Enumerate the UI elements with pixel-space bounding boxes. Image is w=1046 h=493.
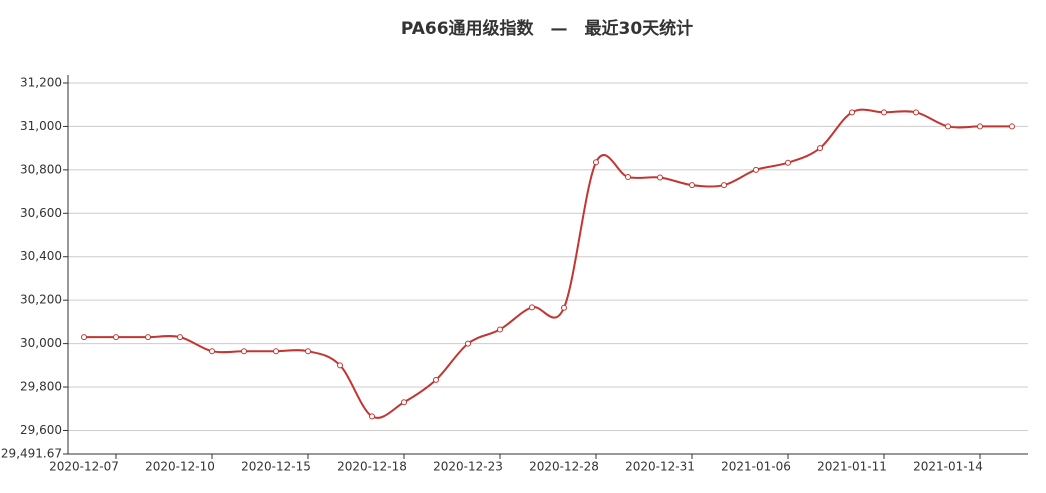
x-tick-label: 2020-12-10 [145,460,215,474]
point [145,334,151,341]
point [433,376,439,383]
point [177,334,183,341]
x-tick-label: 2021-01-14 [913,460,983,474]
y-tick-label: 29,800 [20,380,62,394]
x-tick-label: 2020-12-31 [625,460,695,474]
y-tick-label: 30,800 [20,162,62,176]
y-tick-label: 30,200 [20,293,62,307]
x-tick-label: 2021-01-06 [721,460,791,474]
point [273,348,279,355]
x-tick-label: 2020-12-28 [529,460,599,474]
point [657,174,663,181]
point [497,326,503,333]
point [529,304,535,311]
point [913,109,919,116]
x-tick-label: 2021-01-11 [817,460,887,474]
point [241,348,247,355]
point [113,334,119,341]
point [401,399,407,406]
x-tick-label: 2020-12-23 [433,460,503,474]
y-tick-label: 29,491.67 [1,447,62,461]
point [561,304,567,311]
x-tick-label: 2020-12-15 [241,460,311,474]
point [1009,123,1015,130]
x-tick-label: 2020-12-07 [49,460,119,474]
y-tick-label: 29,600 [20,423,62,437]
point [593,159,599,166]
point [625,174,631,181]
x-tick-label: 2020-12-18 [337,460,407,474]
point [849,109,855,116]
y-tick-label: 31,200 [20,76,62,90]
point [369,413,375,420]
y-tick-label: 30,600 [20,206,62,220]
point [881,109,887,116]
point [305,348,311,355]
y-tick-label: 30,000 [20,336,62,350]
point [209,348,215,355]
point [81,334,87,341]
point [817,145,823,152]
line [84,108,1012,419]
point [689,182,695,189]
y-tick-label: 31,000 [20,119,62,133]
point [785,159,791,166]
point [753,166,759,173]
y-tick-label: 30,400 [20,249,62,263]
point [977,123,983,130]
chart-title: PA66通用级指数 — 最近30天统计 [401,18,693,39]
point [337,362,343,369]
point [721,182,727,189]
point [945,123,951,130]
point [465,340,471,347]
